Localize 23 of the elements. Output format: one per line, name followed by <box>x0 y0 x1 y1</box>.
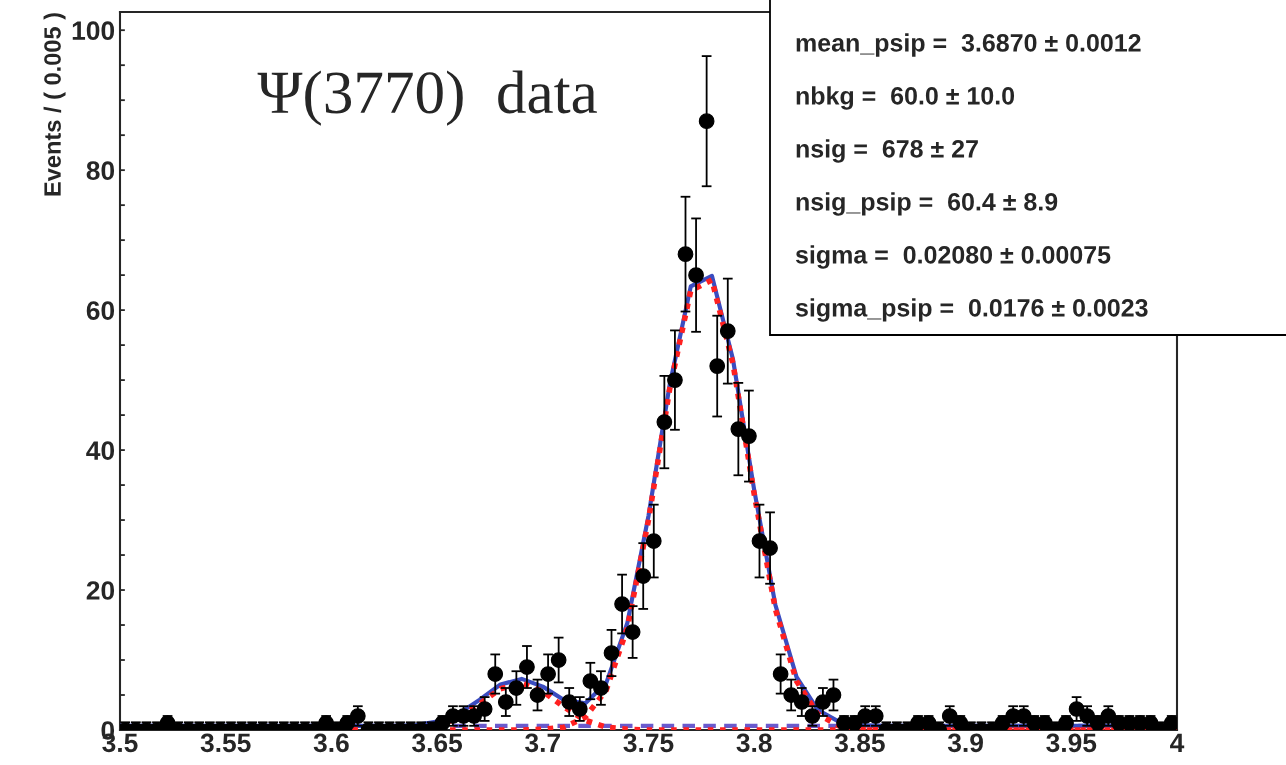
x-tick-label: 3.65 <box>412 733 463 753</box>
x-tick-label: 3.85 <box>834 733 885 753</box>
x-tick-label: 3.75 <box>623 733 674 753</box>
annotation: sigma = 0.02080 ± 0.00075 <box>795 245 1111 269</box>
x-tick-label: 3.7 <box>525 733 560 753</box>
annotation: nsig = 678 ± 27 <box>796 139 978 163</box>
x-tick-label: 3.95 <box>1046 733 1097 753</box>
y-tick-label: 100 <box>72 21 115 41</box>
y-tick-label: 60 <box>86 301 115 320</box>
x-tick-label: 3.8 <box>736 733 772 753</box>
y-tick-label: 80 <box>86 161 115 180</box>
y-tick-label: 20 <box>86 581 115 600</box>
y-tick-label: 40 <box>86 441 115 460</box>
x-tick-label: 3.55 <box>200 733 251 753</box>
annotation: sigma_psip = 0.0176 ± 0.0023 <box>795 298 1148 322</box>
annotation: nsig_psip = 60.4 ± 8.9 <box>796 192 1058 216</box>
annotation: Ψ(3770) data <box>257 70 597 126</box>
annotation: mean_psip = 3.6870 ± 0.0012 <box>796 33 1141 57</box>
x-tick-label: 3.6 <box>313 733 349 753</box>
x-tick-label: 3.9 <box>947 733 983 753</box>
annotation: nbkg = 60.0 ± 10.0 <box>796 86 1015 110</box>
y-axis-title: Events / ( 0.005 ) <box>43 13 66 196</box>
x-tick-label: 4 <box>1170 733 1185 752</box>
